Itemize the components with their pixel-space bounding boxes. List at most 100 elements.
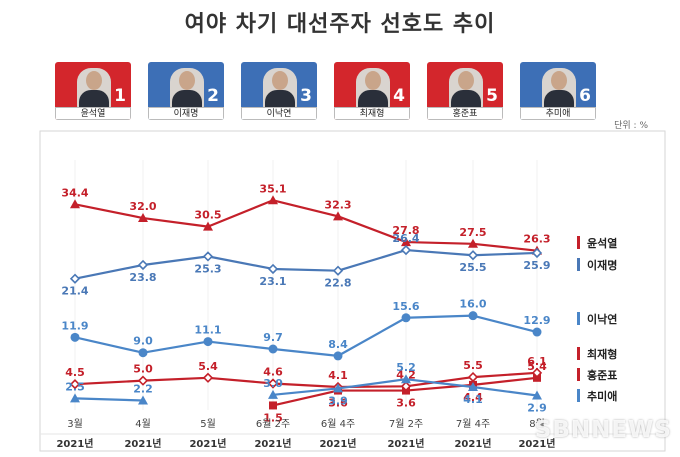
x-tick-label: 4월 [135,418,151,430]
candidate-number: 2 [207,86,219,106]
legend-swatch [577,236,580,249]
data-point [531,247,543,259]
data-label: 3.6 [396,397,416,410]
data-point [203,337,213,347]
legend-swatch [577,258,580,271]
data-label: 26.3 [523,233,550,246]
legend-swatch [577,312,580,325]
data-label: 5.4 [198,360,218,373]
legend-label: 이재명 [587,258,617,272]
data-label: 25.9 [523,259,550,272]
legend-label: 윤석열 [587,236,617,250]
data-label: 4.1 [463,393,483,406]
data-point [468,238,478,248]
legend-label: 홍준표 [587,368,617,382]
data-label: 30.5 [194,209,221,222]
candidate-photo [77,68,111,108]
unit-label: 단위 : % [614,121,648,131]
candidate-name: 추미애 [520,107,596,120]
data-point [138,348,148,358]
data-label: 12.9 [523,314,550,327]
candidate-photo [356,68,390,108]
data-point [532,327,542,337]
data-point [137,375,149,386]
legend-swatch [577,347,580,360]
data-label: 23.1 [259,275,286,288]
data-point [269,401,277,410]
candidate-number: 1 [114,86,126,106]
x-tick-label: 7월 2주 [389,418,423,430]
data-label: 21.4 [61,285,88,298]
x-year-label: 2021년 [319,437,356,450]
data-label: 27.5 [459,226,486,239]
candidate-photo [542,68,576,108]
data-point [531,367,543,378]
watermark: SBNNEWS [534,417,672,443]
x-year-label: 2021년 [518,437,555,450]
data-label: 3.6 [328,397,348,410]
data-point [268,389,278,399]
series-line [74,199,538,252]
candidate-card-4: 4 최재형 [334,62,410,120]
data-point [532,390,542,400]
data-point [333,211,343,221]
candidate-name: 이재명 [148,107,224,120]
data-label: 4.6 [263,365,283,378]
data-label: 5.4 [527,360,547,373]
data-label: 2.2 [133,382,153,395]
data-point [70,332,80,342]
data-point [401,374,411,384]
data-label: 27.8 [392,224,419,237]
data-label: 25.5 [459,261,486,274]
data-label: 34.4 [61,186,88,199]
plot-frame [39,130,666,452]
x-year-label: 2021년 [124,437,161,450]
data-point [401,237,411,247]
data-label: 6.1 [527,355,547,368]
data-label: 22.8 [324,277,351,290]
data-point [467,250,479,261]
data-label: 5.0 [133,363,153,376]
candidate-photo [449,68,483,108]
candidate-card-2: 2 이재명 [148,62,224,120]
x-tick-label: 3월 [67,418,83,430]
data-point [138,213,148,223]
x-year-label: 2021년 [454,437,491,450]
data-point [202,372,214,383]
data-point [267,263,279,275]
legend-label: 추미애 [587,389,617,403]
data-point [70,199,80,209]
data-point [268,195,278,205]
candidate-name: 윤석열 [55,107,131,120]
data-label: 25.3 [194,262,221,275]
data-point [267,378,279,389]
x-tick-label: 8월 [529,418,545,430]
candidate-row: 1 윤석열 2 이재명 3 이낙연 4 최재형 5 홍준표 6 추미애 [55,62,600,122]
data-point [468,311,478,321]
x-tick-label: 6월 4주 [321,418,355,430]
data-point [401,313,411,323]
x-tick-label: 5월 [200,418,216,430]
x-year-label: 2021년 [387,437,424,450]
x-tick-label: 6월 2주 [256,418,290,430]
candidate-number: 5 [486,86,498,106]
data-label: 11.1 [194,324,221,337]
legend-swatch [577,368,580,381]
candidate-card-3: 3 이낙연 [241,62,317,120]
x-year-label: 2021년 [254,437,291,450]
data-label: 8.4 [328,338,348,351]
data-point [137,259,149,271]
data-point [203,221,213,231]
data-label: 32.0 [129,200,156,213]
data-label: 2.9 [527,402,547,415]
x-tick-label: 7월 4주 [456,418,490,430]
candidate-number: 3 [300,86,312,106]
data-point [268,344,278,354]
data-label: 26.4 [392,232,419,245]
candidate-name: 이낙연 [241,107,317,120]
candidate-photo [263,68,297,108]
data-label: 4.1 [328,369,348,382]
data-label: 15.6 [392,300,419,313]
candidate-card-6: 6 추미애 [520,62,596,120]
